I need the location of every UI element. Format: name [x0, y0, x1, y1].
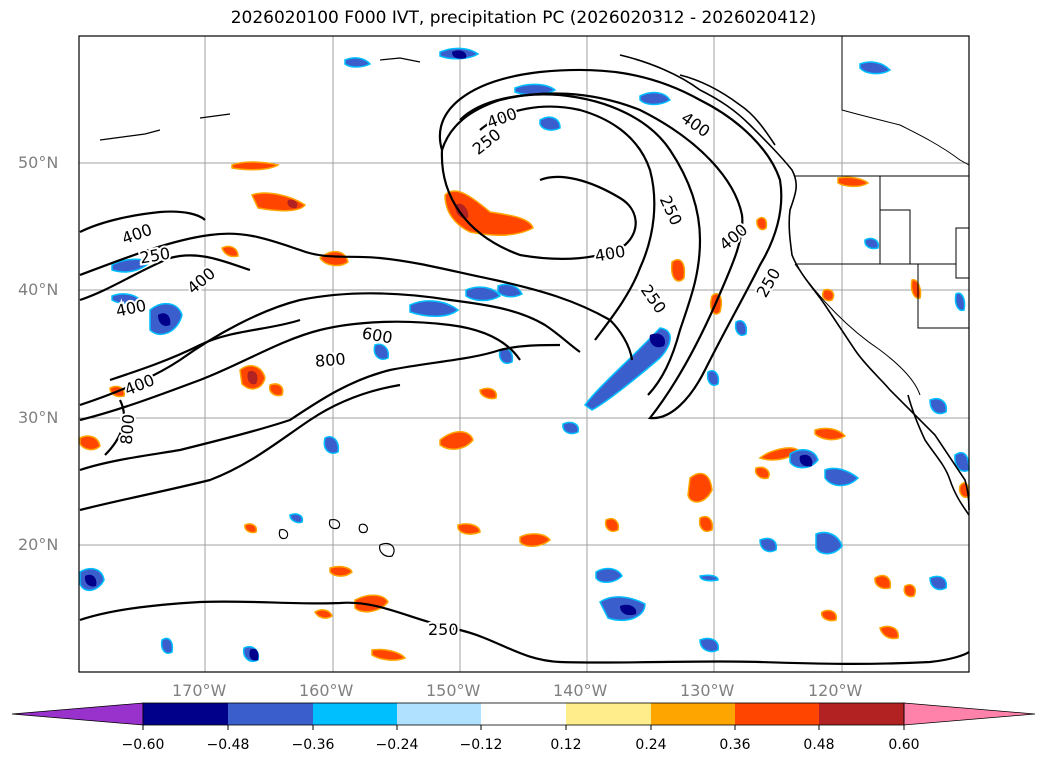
ivt-contours [79, 68, 970, 665]
colorbar-swatch [397, 703, 481, 725]
precip-negative-cores [84, 50, 813, 661]
colorbar-tick-label: −0.48 [206, 737, 250, 753]
colorbar-tick-label: 0.24 [635, 737, 667, 753]
colorbar-swatch [313, 703, 397, 725]
colorbar-tick-label: −0.24 [375, 737, 419, 753]
contour-label: 800 [117, 413, 139, 445]
colorbar-swatch [651, 703, 735, 725]
colorbar [11, 702, 1036, 730]
lat-label-20n: 20°N [18, 535, 59, 554]
colorbar-swatch [228, 703, 313, 725]
colorbar-outline [142, 702, 905, 726]
colorbar-swatch [819, 703, 904, 725]
map-border [78, 35, 970, 673]
colorbar-tick-label: 0.48 [803, 737, 835, 753]
colorbar-tick-label: −0.36 [291, 737, 335, 753]
islands [99, 57, 421, 557]
contour-label: 250 [428, 620, 459, 639]
colorbar-swatch [735, 703, 819, 725]
lat-label-50n: 50°N [18, 153, 59, 172]
lat-label-40n: 40°N [18, 280, 59, 299]
lon-label-160w: 160°W [299, 681, 354, 700]
map-title: 2026020100 F000 IVT, precipitation PC (2… [230, 8, 817, 28]
colorbar-low-extension [11, 702, 144, 726]
contour-label: 800 [314, 349, 346, 371]
colorbar-tick-label: −0.12 [459, 737, 503, 753]
lon-label-150w: 150°W [426, 681, 481, 700]
colorbar-swatch [566, 703, 651, 725]
colorbar-tick-label: −0.60 [121, 737, 165, 753]
precip-positive-cores [247, 199, 469, 385]
lon-label-170w: 170°W [172, 681, 227, 700]
map-frame [79, 36, 969, 672]
political-borders [794, 36, 970, 396]
colorbar-swatch [481, 703, 566, 725]
colorbar-high-extension [903, 702, 1036, 726]
colorbar-tick-label: 0.36 [719, 737, 751, 753]
lon-label-140w: 140°W [553, 681, 608, 700]
colorbar-swatch [143, 703, 228, 725]
colorbar-tick-label: 0.12 [550, 737, 582, 753]
colorbar-tick-label: 0.60 [888, 737, 920, 753]
lon-label-130w: 130°W [680, 681, 735, 700]
lon-label-120w: 120°W [808, 681, 863, 700]
lat-label-30n: 30°N [18, 408, 59, 427]
contour-label: 400 [593, 242, 626, 266]
